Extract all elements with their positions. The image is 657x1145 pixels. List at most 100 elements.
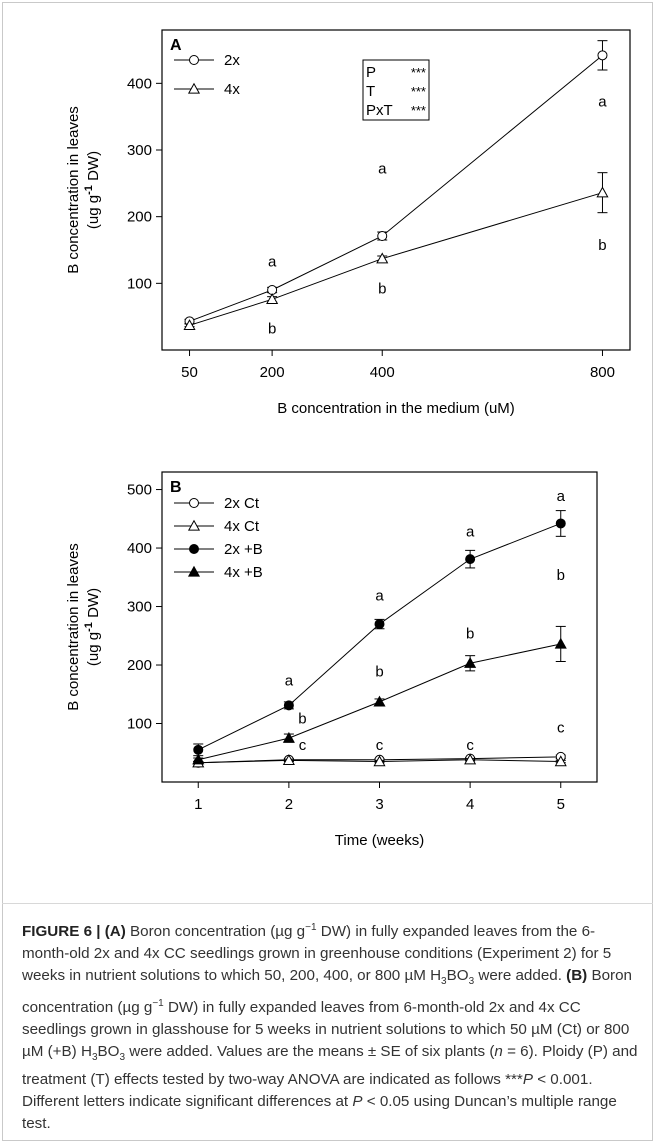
panel-label: B (170, 479, 182, 496)
chart-panel-a: A 100 200 300 400 50 200 400 800 B concentration … (65, 29, 631, 417)
significance-letter: c (299, 737, 307, 754)
caption-divider (2, 903, 653, 904)
significance-letter: b (557, 567, 565, 584)
legend-label: 2x Ct (224, 495, 260, 512)
y-tick-label: 200 (127, 657, 152, 674)
data-point (554, 637, 567, 649)
legend-marker (189, 55, 199, 65)
caption-text: Boron concentration (µg g (125, 923, 306, 941)
y-axis-label: B concentration in leaves (ug g-1 DW) (65, 543, 102, 711)
data-point (554, 755, 567, 767)
caption-text: were added. (474, 967, 567, 985)
series-4x: b b b (183, 172, 609, 337)
stats-label: T (366, 83, 375, 100)
data-point (193, 744, 204, 755)
y-axis-label: B concentration in leaves (ug g-1 DW) (65, 106, 102, 274)
x-tick-label: 5 (557, 796, 565, 813)
y-axis-label-line1: B concentration in leaves (65, 106, 82, 274)
legend-label: 4x Ct (224, 518, 260, 535)
caption-text: were added. Values are the means ± SE of… (125, 1043, 495, 1061)
data-point (555, 518, 566, 529)
caption-sup: −1 (305, 922, 317, 933)
significance-letter: a (375, 588, 384, 605)
x-tick-label: 1 (194, 796, 202, 813)
y-tick-label: 400 (127, 540, 152, 557)
significance-letter: a (598, 94, 607, 111)
data-point (183, 319, 196, 330)
data-point (464, 657, 477, 668)
legend-marker (187, 82, 201, 94)
data-point (465, 554, 476, 565)
x-tick-label: 200 (260, 364, 285, 381)
caption-sub: 3 (91, 1052, 98, 1064)
stats-label: P (366, 64, 376, 81)
x-axis-label: Time (weeks) (335, 832, 424, 849)
caption-text: DW) in fully expanded leaves from the 6-… (22, 923, 612, 985)
x-tick-label: 50 (181, 364, 198, 381)
data-point (192, 753, 205, 765)
y-tick-label: 300 (127, 599, 152, 616)
data-point (376, 252, 389, 264)
data-point (282, 731, 295, 743)
legend-marker (189, 498, 199, 508)
caption-text: Boron concentration (µg g (22, 967, 632, 1017)
significance-letter: a (466, 523, 475, 540)
data-point (464, 753, 477, 765)
caption-text: < 0.05 using Duncan’s multiple range tes… (22, 1093, 617, 1133)
panel-label: A (170, 37, 182, 54)
data-point (283, 700, 294, 711)
series-4x-b (192, 625, 567, 765)
significance-letter: b (466, 626, 474, 643)
caption-sup: −1 (152, 998, 164, 1010)
data-point (377, 231, 388, 241)
significance-letter: c (557, 719, 565, 736)
caption-text: = 6). Ploidy (P) and treatment (T) effec… (22, 1043, 638, 1089)
significance-letter: c (466, 737, 474, 754)
significance-letter: b (598, 237, 606, 254)
caption-text: BO (97, 1043, 120, 1061)
data-point (374, 619, 385, 630)
significance-letter: b (298, 711, 306, 728)
caption-text: DW) in fully expanded leaves from 6-mont… (22, 999, 630, 1061)
significance-letter: a (378, 160, 387, 177)
significance-letter: b (375, 664, 383, 681)
legend-label: 4x +B (224, 564, 263, 581)
significance-letter: a (285, 672, 294, 689)
caption-italic: P (352, 1093, 363, 1111)
significance-letter: c (376, 737, 384, 754)
caption-italic: P (522, 1071, 533, 1089)
stats-label: PxT (366, 102, 393, 119)
stats-value: *** (411, 84, 426, 99)
x-tick-label: 2 (285, 796, 293, 813)
stats-value: *** (411, 65, 426, 80)
significance-letter: a (268, 254, 277, 271)
series-2x-b (193, 510, 566, 757)
legend-label: 2x +B (224, 541, 263, 558)
stats-value: *** (411, 103, 426, 118)
caption-text: BO (446, 967, 469, 985)
legend: 2x 4x (174, 52, 240, 98)
plot-area (161, 29, 631, 351)
series-line (189, 54, 603, 322)
anova-stats-box: P *** T *** PxT *** (362, 59, 430, 121)
caption-sub: 3 (119, 1052, 126, 1064)
x-tick-label: 4 (466, 796, 474, 813)
y-tick-label: 400 (127, 75, 152, 92)
legend-marker (189, 544, 199, 554)
caption-sub: 3 (441, 976, 447, 988)
chart-panel-b: B 100 200 300 400 500 1 2 3 4 5 Time (weeks) B conce… (65, 471, 598, 849)
series-line (189, 192, 603, 326)
data-point (266, 293, 279, 304)
y-axis-label-line1: B concentration in leaves (65, 543, 82, 711)
data-point (373, 755, 386, 767)
figure-caption: FIGURE 6 | (A) Boron concentration (µg g… (2, 903, 653, 1135)
x-axis-label: B concentration in the medium (uM) (277, 400, 515, 417)
y-axis-label-line2: (ug g-1 DW) (83, 151, 102, 229)
y-tick-label: 100 (127, 716, 152, 733)
x-tick-label: 800 (590, 364, 615, 381)
x-tick-label: 400 (370, 364, 395, 381)
significance-letter: b (378, 280, 386, 297)
caption-italic: n (494, 1043, 503, 1061)
caption-lead: FIGURE 6 | (22, 923, 105, 941)
